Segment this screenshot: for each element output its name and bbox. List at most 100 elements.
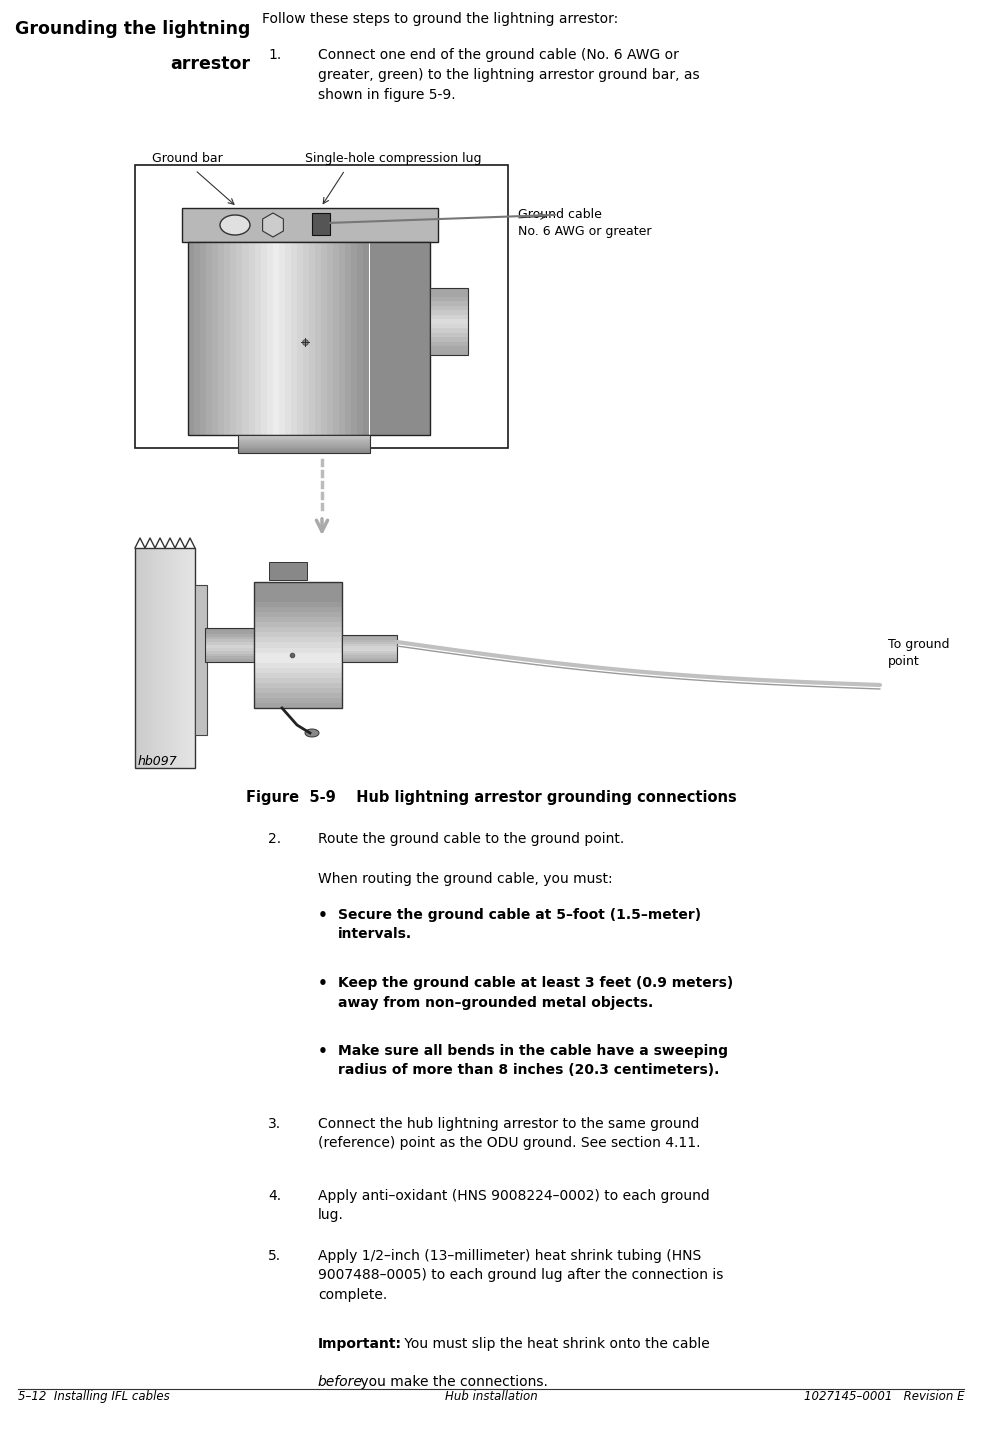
Text: 2.: 2. xyxy=(268,831,281,846)
Polygon shape xyxy=(262,213,284,238)
Bar xyxy=(342,644,397,647)
Bar xyxy=(188,242,194,435)
Bar xyxy=(342,641,397,644)
Text: Keep the ground cable at least 3 feet (0.9 meters)
away from non–grounded metal : Keep the ground cable at least 3 feet (0… xyxy=(338,976,734,1009)
Bar xyxy=(237,242,243,435)
Bar xyxy=(254,658,342,663)
Bar xyxy=(430,319,468,323)
Bar xyxy=(342,660,397,663)
Bar xyxy=(352,242,357,435)
Bar xyxy=(254,693,342,698)
Bar xyxy=(260,242,267,435)
Text: Connect the hub lightning arrestor to the same ground
(reference) point as the O: Connect the hub lightning arrestor to th… xyxy=(318,1118,700,1151)
Bar xyxy=(254,683,342,688)
Bar xyxy=(238,435,370,454)
Bar xyxy=(194,242,200,435)
Bar xyxy=(430,346,468,351)
Bar xyxy=(254,587,342,592)
Bar xyxy=(279,242,285,435)
Bar xyxy=(254,242,260,435)
Text: •: • xyxy=(318,1045,328,1059)
Text: •: • xyxy=(318,909,328,923)
Bar xyxy=(254,622,342,627)
Bar xyxy=(205,654,259,657)
Bar xyxy=(205,657,259,660)
Text: You must slip the heat shrink onto the cable: You must slip the heat shrink onto the c… xyxy=(400,1337,710,1351)
Bar xyxy=(342,640,397,641)
Bar xyxy=(243,242,248,435)
Text: before: before xyxy=(318,1375,363,1390)
Bar xyxy=(254,617,342,622)
Bar xyxy=(238,442,370,444)
Bar xyxy=(342,637,397,640)
Bar xyxy=(195,585,207,736)
Bar xyxy=(248,242,254,435)
Bar xyxy=(224,242,231,435)
Bar xyxy=(342,635,397,663)
Bar xyxy=(424,242,430,435)
Bar xyxy=(183,548,187,768)
Bar xyxy=(254,592,342,597)
Bar xyxy=(205,640,259,643)
Bar xyxy=(238,438,370,441)
Bar xyxy=(430,338,468,342)
Bar xyxy=(191,548,195,768)
Bar xyxy=(254,607,342,612)
Bar xyxy=(167,548,171,768)
Bar xyxy=(238,441,370,442)
Bar xyxy=(357,242,363,435)
Bar xyxy=(218,242,224,435)
Bar xyxy=(327,242,333,435)
Text: Apply anti–oxidant (HNS 9008224–0002) to each ground
lug.: Apply anti–oxidant (HNS 9008224–0002) to… xyxy=(318,1189,710,1222)
Text: When routing the ground cable, you must:: When routing the ground cable, you must: xyxy=(318,871,613,886)
Text: Apply 1/2–inch (13–millimeter) heat shrink tubing (HNS
9007488–0005) to each gro: Apply 1/2–inch (13–millimeter) heat shri… xyxy=(318,1249,724,1302)
Text: 5–12  Installing IFL cables: 5–12 Installing IFL cables xyxy=(18,1390,170,1402)
Bar xyxy=(339,242,346,435)
Bar xyxy=(143,548,147,768)
Bar xyxy=(175,548,179,768)
Bar xyxy=(321,242,327,435)
Text: 4.: 4. xyxy=(268,1189,281,1203)
Bar xyxy=(342,635,397,637)
Bar xyxy=(430,288,468,355)
Bar xyxy=(212,242,218,435)
Bar xyxy=(182,207,438,242)
Ellipse shape xyxy=(305,728,319,737)
Bar xyxy=(238,435,370,436)
Bar xyxy=(291,242,297,435)
Bar xyxy=(151,548,155,768)
Bar xyxy=(315,242,321,435)
Text: you make the connections.: you make the connections. xyxy=(356,1375,548,1390)
Text: •: • xyxy=(318,976,328,992)
Bar xyxy=(205,634,259,637)
Bar xyxy=(430,306,468,311)
Bar xyxy=(206,242,212,435)
Bar xyxy=(430,292,468,298)
Bar xyxy=(238,436,370,438)
Bar xyxy=(135,548,139,768)
Ellipse shape xyxy=(220,215,250,235)
Bar xyxy=(342,651,397,653)
Bar xyxy=(238,451,370,454)
Bar xyxy=(200,242,206,435)
Bar xyxy=(369,242,375,435)
Bar xyxy=(430,328,468,332)
Bar xyxy=(342,648,397,651)
Bar xyxy=(238,444,370,446)
Text: Connect one end of the ground cable (No. 6 AWG or
greater, green) to the lightni: Connect one end of the ground cable (No.… xyxy=(318,49,699,102)
Bar xyxy=(254,633,342,637)
Bar xyxy=(406,242,411,435)
Text: Single-hole compression lug: Single-hole compression lug xyxy=(305,152,481,165)
Bar xyxy=(430,315,468,319)
Text: Ground bar: Ground bar xyxy=(152,152,223,165)
Bar xyxy=(238,449,370,451)
Bar xyxy=(342,655,397,657)
Bar xyxy=(238,446,370,448)
Bar xyxy=(254,582,342,708)
Bar xyxy=(273,242,279,435)
Bar xyxy=(430,311,468,315)
Bar xyxy=(400,242,406,435)
Bar xyxy=(254,688,342,693)
Text: Figure  5-9    Hub lightning arrestor grounding connections: Figure 5-9 Hub lightning arrestor ground… xyxy=(246,790,736,806)
Bar xyxy=(254,703,342,708)
